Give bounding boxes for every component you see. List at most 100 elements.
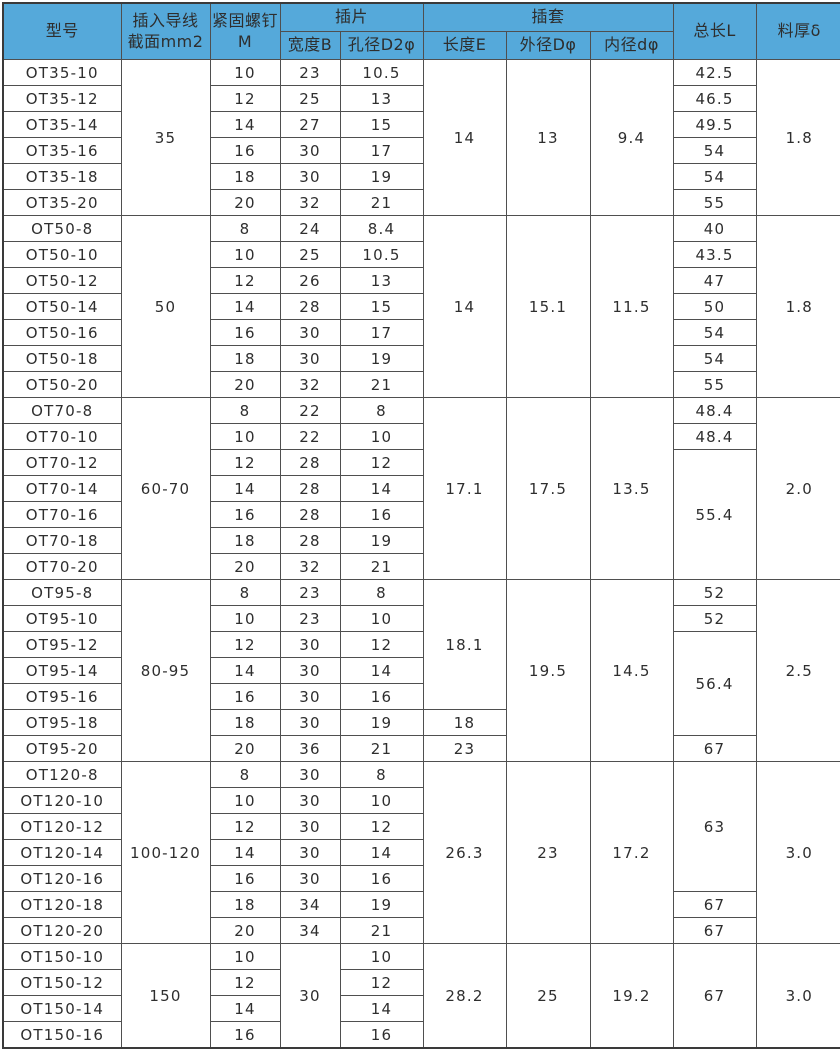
cell-screw-m: 8 [209, 579, 281, 606]
cell-tab-width-b: 30 [279, 683, 341, 710]
cell-tab-hole-d2phi: 17 [339, 137, 424, 164]
cell-screw-m: 10 [209, 241, 281, 268]
cell-screw-m: 14 [209, 995, 281, 1022]
cell-tab-width-b: 27 [279, 111, 341, 138]
cell-tab-width-b: 30 [279, 865, 341, 892]
cell-tab-width-b: 24 [279, 215, 341, 242]
cell-screw-m: 18 [209, 891, 281, 918]
cell-model: OT120-14 [2, 839, 122, 866]
cell-total-length-l: 55 [672, 189, 757, 216]
cell-total-length-l: 48.4 [672, 397, 757, 424]
cell-tab-hole-d2phi: 19 [339, 163, 424, 190]
cell-model: OT70-12 [2, 449, 122, 476]
cell-tab-hole-d2phi: 16 [339, 501, 424, 528]
cell-total-length-l: 67 [672, 943, 757, 1049]
cell-wire-section: 60-70 [120, 397, 211, 580]
table-row: OT70-12 12 28 12 55.4 [2, 449, 840, 580]
cell-model: OT50-16 [2, 319, 122, 346]
cell-thickness-delta: 3.0 [755, 761, 840, 944]
cell-tab-width-b: 25 [279, 241, 341, 268]
cell-screw-m: 14 [209, 111, 281, 138]
cell-tab-width-b: 36 [279, 735, 341, 762]
table-row: OT70-16 16 28 16 [2, 501, 840, 528]
cell-screw-m: 12 [209, 85, 281, 112]
cell-screw-m: 20 [209, 371, 281, 398]
cell-screw-m: 12 [209, 449, 281, 476]
cell-tab-hole-d2phi: 19 [339, 345, 424, 372]
cell-tab-hole-d2phi: 8 [339, 397, 424, 424]
cell-tab-width-b: 26 [279, 267, 341, 294]
cell-wire-section: 35 [120, 59, 211, 216]
header-sleeve-outer-dphi: 外径Dφ [505, 31, 591, 60]
cell-screw-m: 20 [209, 189, 281, 216]
cell-thickness-delta: 1.8 [755, 215, 840, 398]
cell-total-length-l: 47 [672, 267, 757, 294]
cell-screw-m: 20 [209, 917, 281, 944]
cell-tab-width-b: 28 [279, 293, 341, 320]
table-row: OT50-8 50 8 24 8.4 14 15.1 11.5 40 1.8 [2, 215, 840, 398]
cell-model: OT35-16 [2, 137, 122, 164]
cell-tab-hole-d2phi: 8.4 [339, 215, 424, 242]
cell-tab-width-b: 30 [279, 943, 341, 1049]
cell-total-length-l: 43.5 [672, 241, 757, 268]
table-row: OT95-14 14 30 14 [2, 657, 840, 684]
cell-tab-width-b: 30 [279, 709, 341, 736]
cell-sleeve-outer-dphi: 13 [505, 59, 591, 216]
cell-screw-m: 10 [209, 605, 281, 632]
cell-total-length-l: 52 [672, 579, 757, 606]
header-thickness: 料厚δ [755, 2, 840, 60]
cell-model: OT150-16 [2, 1021, 122, 1049]
cell-model: OT35-10 [2, 59, 122, 86]
table-row: OT120-8 100-120 8 30 8 26.3 23 17.2 63 3.0 [2, 761, 840, 944]
cell-model: OT120-12 [2, 813, 122, 840]
cell-tab-hole-d2phi: 10.5 [339, 241, 424, 268]
cell-thickness-delta: 2.5 [755, 579, 840, 762]
table-row: OT50-20 20 32 21 55 [2, 371, 840, 398]
cell-model: OT150-14 [2, 995, 122, 1022]
cell-tab-width-b: 30 [279, 319, 341, 346]
cell-tab-width-b: 28 [279, 475, 341, 502]
cell-total-length-l: 40 [672, 215, 757, 242]
cell-screw-m: 10 [209, 943, 281, 970]
cell-sleeve-inner-dphi: 17.2 [589, 761, 674, 944]
cell-tab-hole-d2phi: 12 [339, 449, 424, 476]
table-row: OT95-8 80-95 8 23 8 18.1 19.5 14.5 52 2.5 [2, 579, 840, 762]
cell-sleeve-length-e: 18.1 [422, 579, 507, 710]
cell-screw-m: 14 [209, 475, 281, 502]
cell-tab-width-b: 30 [279, 345, 341, 372]
cell-sleeve-length-e: 26.3 [422, 761, 507, 944]
cell-total-length-l: 54 [672, 345, 757, 372]
cell-screw-m: 18 [209, 163, 281, 190]
cell-total-length-l: 55.4 [672, 449, 757, 580]
table-row: OT70-20 20 32 21 [2, 553, 840, 580]
cell-tab-hole-d2phi: 14 [339, 839, 424, 866]
cell-tab-width-b: 30 [279, 787, 341, 814]
cell-sleeve-outer-dphi: 25 [505, 943, 591, 1049]
cell-model: OT120-8 [2, 761, 122, 788]
table-row: OT70-18 18 28 19 [2, 527, 840, 554]
header-row-2: 宽度B 孔径D2φ 长度E 外径Dφ 内径dφ [3, 31, 840, 60]
table-row: OT50-10 10 25 10.5 43.5 [2, 241, 840, 268]
cell-model: OT70-8 [2, 397, 122, 424]
cell-tab-width-b: 34 [279, 891, 341, 918]
cell-model: OT150-12 [2, 969, 122, 996]
cell-tab-hole-d2phi: 16 [339, 1021, 424, 1049]
cell-model: OT50-8 [2, 215, 122, 242]
cell-model: OT120-18 [2, 891, 122, 918]
table-row: OT95-10 10 23 10 52 [2, 605, 840, 632]
cell-screw-m: 16 [209, 683, 281, 710]
cell-sleeve-length-e: 18 [422, 709, 507, 736]
cell-sleeve-outer-dphi: 15.1 [505, 215, 591, 398]
table-row: OT120-16 16 30 16 [2, 865, 840, 892]
cell-tab-hole-d2phi: 12 [339, 631, 424, 658]
cell-model: OT35-18 [2, 163, 122, 190]
cell-screw-m: 14 [209, 657, 281, 684]
table-row: OT120-12 12 30 12 [2, 813, 840, 840]
cell-screw-m: 12 [209, 267, 281, 294]
cell-tab-width-b: 28 [279, 501, 341, 528]
cell-screw-m: 8 [209, 397, 281, 424]
cell-tab-hole-d2phi: 14 [339, 995, 424, 1022]
cell-total-length-l: 48.4 [672, 423, 757, 450]
cell-tab-hole-d2phi: 10 [339, 943, 424, 970]
cell-tab-width-b: 30 [279, 137, 341, 164]
